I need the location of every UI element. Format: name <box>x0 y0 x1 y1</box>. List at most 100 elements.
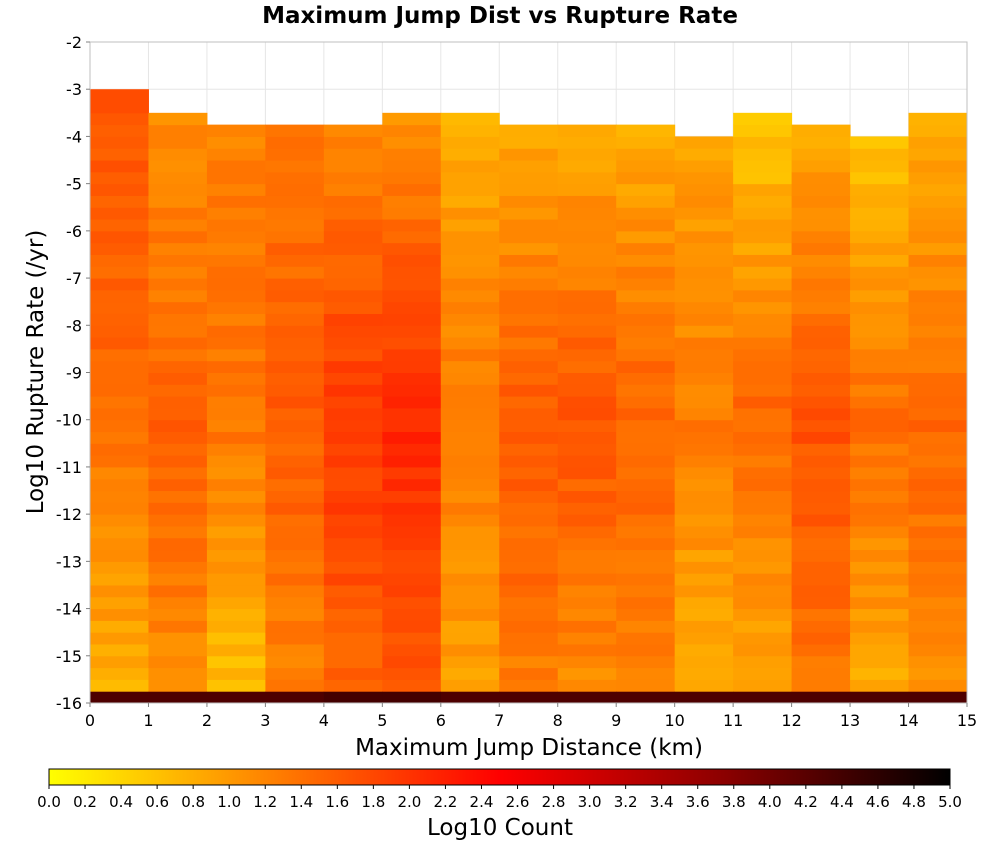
heatmap-cell <box>206 608 266 621</box>
colorbar-tick-label: 0.8 <box>181 793 205 811</box>
heatmap-cell <box>382 466 442 480</box>
heatmap-cell <box>206 183 266 196</box>
heatmap-cell <box>557 360 617 373</box>
heatmap-cell <box>908 443 968 456</box>
heatmap-cell <box>908 679 968 692</box>
heatmap-cell <box>206 325 266 338</box>
heatmap-cell <box>382 337 442 350</box>
heatmap-cell <box>382 431 442 444</box>
heatmap-cell <box>148 466 208 480</box>
heatmap-cell <box>440 407 500 421</box>
heatmap-cell <box>499 419 559 433</box>
colorbar-tick-label: 2.0 <box>397 793 421 811</box>
heatmap-cell <box>850 443 910 456</box>
heatmap-cell <box>850 584 910 598</box>
heatmap-cell <box>733 525 793 539</box>
heatmap-cell <box>90 148 149 161</box>
heatmap-cell <box>557 278 617 291</box>
heatmap-cell <box>440 608 500 621</box>
heatmap-cell <box>323 219 383 232</box>
heatmap-cell <box>265 266 325 279</box>
y-tick-label: -5 <box>66 175 82 194</box>
heatmap-cell <box>440 160 500 173</box>
heatmap-cell <box>733 478 793 492</box>
heatmap-cell <box>265 160 325 173</box>
heatmap-cell <box>265 337 325 350</box>
heatmap-cell <box>791 230 851 244</box>
heatmap-cell <box>90 396 149 409</box>
heatmap-cell <box>382 525 442 539</box>
heatmap-cell <box>850 407 910 421</box>
heatmap-cell <box>499 396 559 409</box>
heatmap-cell <box>206 136 266 149</box>
heatmap-cell <box>557 596 617 610</box>
heatmap-cell <box>265 183 325 196</box>
heatmap-cell <box>850 620 910 633</box>
heatmap-cell <box>323 431 383 444</box>
colorbar-tick-label: 4.4 <box>830 793 854 811</box>
heatmap-cell <box>90 101 149 114</box>
heatmap-cell <box>206 207 266 220</box>
heatmap-cell <box>733 112 793 126</box>
heatmap-cell <box>733 596 793 610</box>
colorbar-tick-label: 4.2 <box>794 793 818 811</box>
heatmap-cell <box>382 348 442 362</box>
heatmap-cell <box>382 360 442 373</box>
heatmap-cell <box>382 407 442 421</box>
heatmap-cell <box>850 160 910 173</box>
heatmap-cell <box>499 278 559 291</box>
heatmap-cell <box>557 419 617 433</box>
heatmap-cell <box>148 337 208 350</box>
heatmap-cell <box>557 537 617 551</box>
heatmap-cell <box>382 502 442 515</box>
heatmap-cell <box>674 266 734 279</box>
heatmap-cell <box>440 112 500 126</box>
heatmap-cell <box>440 171 500 185</box>
heatmap-cell <box>674 561 734 574</box>
heatmap-cell <box>733 254 793 267</box>
heatmap-cell <box>206 419 266 433</box>
heatmap-cell <box>382 573 442 586</box>
heatmap-cell <box>499 679 559 692</box>
heatmap-cell <box>90 455 149 468</box>
heatmap-cell <box>265 502 325 515</box>
heatmap-cell <box>733 691 793 704</box>
heatmap-cell <box>557 325 617 338</box>
heatmap-cell <box>206 443 266 456</box>
heatmap-cell <box>382 313 442 326</box>
y-tick-label: -11 <box>56 458 82 477</box>
heatmap-cell <box>850 325 910 338</box>
heatmap-cell <box>791 242 851 255</box>
heatmap-cell <box>323 620 383 633</box>
heatmap-cell <box>440 219 500 232</box>
heatmap-cell <box>499 266 559 279</box>
heatmap-cell <box>733 219 793 232</box>
heatmap-cell <box>791 632 851 645</box>
heatmap-cell <box>557 643 617 657</box>
heatmap-cell <box>382 620 442 633</box>
heatmap-cell <box>148 136 208 149</box>
heatmap-cell <box>499 242 559 255</box>
heatmap-cell <box>148 242 208 255</box>
heatmap-cell <box>733 348 793 362</box>
heatmap-cell <box>908 254 968 267</box>
heatmap-cell <box>791 620 851 633</box>
heatmap-cell <box>499 254 559 267</box>
heatmap-cell <box>791 549 851 562</box>
heatmap-cell <box>440 584 500 598</box>
heatmap-cell <box>616 195 676 208</box>
heatmap-cell <box>674 655 734 669</box>
heatmap-cell <box>440 596 500 610</box>
heatmap-cell <box>148 620 208 633</box>
heatmap-cell <box>499 478 559 492</box>
heatmap-cell <box>733 360 793 373</box>
heatmap-cell <box>148 313 208 326</box>
heatmap-cell <box>90 207 149 220</box>
heatmap-cell <box>323 266 383 279</box>
heatmap-cell <box>674 195 734 208</box>
heatmap-cell <box>323 160 383 173</box>
heatmap-cell <box>382 230 442 244</box>
heatmap-cell <box>440 514 500 527</box>
heatmap-cell <box>791 136 851 149</box>
heatmap-cell <box>148 419 208 433</box>
